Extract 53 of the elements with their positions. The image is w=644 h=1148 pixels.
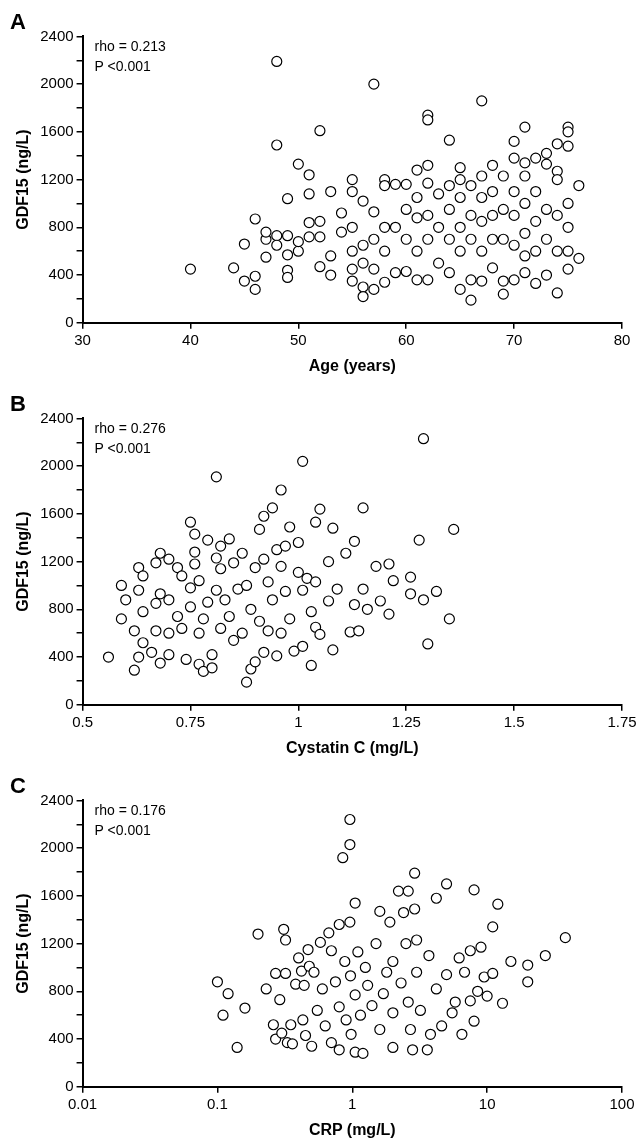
y-tick-label: 2000 — [40, 838, 74, 856]
x-tick-label: 60 — [397, 330, 415, 348]
y-tick-label: 2400 — [40, 26, 74, 44]
y-tick-label: 0 — [65, 694, 74, 712]
y-tick-label: 800 — [48, 981, 74, 999]
annotation: rho = 0.213 — [94, 38, 167, 55]
annotation: rho = 0.276 — [94, 420, 167, 437]
y-tick-label: 0 — [65, 312, 74, 330]
x-tick-label: 1 — [294, 712, 303, 730]
y-tick-label: 1600 — [40, 122, 74, 140]
x-tick-label: 1 — [348, 1094, 357, 1112]
y-tick-label: 2000 — [40, 456, 74, 474]
y-tick-label: 800 — [48, 217, 74, 235]
x-tick-label: 70 — [505, 330, 523, 348]
annotation: rho = 0.176 — [94, 802, 167, 819]
x-tick-label: 100 — [609, 1094, 635, 1112]
annotation: P <0.001 — [94, 822, 151, 839]
y-axis-title: GDF15 (ng/L) — [14, 129, 32, 230]
x-tick-label: 0.75 — [175, 712, 206, 730]
annotation: P <0.001 — [94, 58, 151, 75]
y-tick-label: 2400 — [40, 790, 74, 808]
x-tick-label: 30 — [74, 330, 91, 348]
x-axis-title: Age (years) — [308, 356, 396, 374]
x-tick-label: 0.01 — [67, 1094, 98, 1112]
y-tick-label: 1600 — [40, 886, 74, 904]
y-tick-label: 1600 — [40, 504, 74, 522]
x-tick-label: 1.75 — [607, 712, 637, 730]
x-tick-label: 1.25 — [391, 712, 421, 730]
chart-title: C — [10, 773, 26, 799]
y-tick-label: 1200 — [40, 933, 74, 951]
x-tick-label: 0.5 — [72, 712, 93, 730]
y-tick-label: 0 — [65, 1076, 74, 1094]
chart-title: B — [10, 391, 26, 417]
y-axis-title: GDF15 (ng/L) — [14, 893, 32, 994]
x-axis-title: CRP (mg/L) — [308, 1120, 396, 1138]
x-axis-title: Cystatin C (mg/L) — [286, 738, 419, 756]
x-tick-label: 10 — [478, 1094, 496, 1112]
y-tick-label: 2400 — [40, 408, 74, 426]
y-tick-label: 1200 — [40, 551, 74, 569]
y-tick-label: 2000 — [40, 74, 74, 92]
y-axis-title: GDF15 (ng/L) — [14, 511, 32, 612]
x-tick-label: 50 — [290, 330, 307, 348]
y-tick-label: 1200 — [40, 169, 74, 187]
y-tick-label: 400 — [48, 647, 74, 665]
y-tick-label: 400 — [48, 265, 74, 283]
x-tick-label: 40 — [182, 330, 199, 348]
y-tick-label: 800 — [48, 599, 74, 617]
x-tick-label: 0.1 — [207, 1094, 228, 1112]
chart-title: A — [10, 9, 26, 35]
y-tick-label: 400 — [48, 1029, 74, 1047]
annotation: P <0.001 — [94, 440, 151, 457]
x-tick-label: 1.5 — [503, 712, 525, 730]
x-tick-label: 80 — [613, 330, 631, 348]
